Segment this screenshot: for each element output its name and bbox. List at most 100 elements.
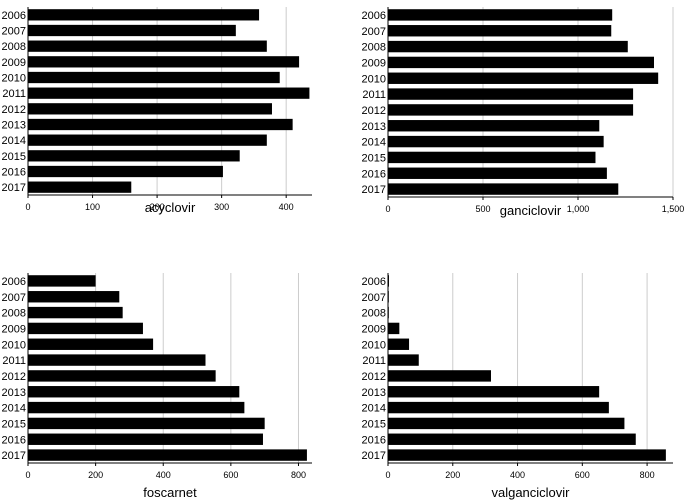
category-label-2017: 2017	[362, 450, 386, 462]
tick-label-2: 400	[510, 470, 525, 480]
bar-2014	[28, 401, 245, 414]
x-axis-title: ganciclovir	[500, 203, 562, 218]
category-label-2017: 2017	[362, 184, 386, 196]
bar-2015	[388, 151, 596, 164]
tick-label-4: 800	[291, 470, 306, 480]
category-label-2011: 2011	[2, 355, 26, 367]
bar-2007	[388, 25, 612, 37]
bar-2008	[388, 40, 628, 53]
bar-2016	[388, 167, 607, 179]
tick-label-4: 800	[640, 470, 655, 480]
chart-panel-foscarnet: 2006 2007 2008 2009 2010 2011 2012 2013 2014 2015…	[2, 273, 312, 500]
category-label-2016: 2016	[362, 434, 386, 446]
category-label-2010: 2010	[362, 339, 386, 351]
category-label-2008: 2008	[362, 308, 386, 320]
x-axis-title: foscarnet	[143, 485, 197, 500]
bar-2013	[28, 118, 293, 131]
category-label-2007: 2007	[2, 292, 26, 304]
bar-2017	[388, 449, 666, 461]
category-label-2008: 2008	[2, 41, 26, 53]
bar-2011	[388, 88, 634, 100]
category-label-2015: 2015	[362, 418, 386, 430]
category-label-2006: 2006	[2, 10, 26, 22]
category-label-2008: 2008	[2, 308, 26, 320]
bar-2008	[28, 40, 267, 52]
category-label-2010: 2010	[2, 339, 26, 351]
category-label-2016: 2016	[362, 168, 386, 180]
bar-2012	[28, 370, 216, 382]
category-label-2013: 2013	[2, 120, 26, 132]
bar-2014	[388, 401, 609, 414]
bar-2009	[28, 322, 143, 335]
bar-2014	[388, 135, 604, 148]
tick-label-1: 200	[445, 470, 460, 480]
tick-label-3: 300	[214, 202, 229, 212]
category-label-2012: 2012	[362, 105, 386, 117]
category-label-2011: 2011	[362, 355, 386, 367]
category-label-2015: 2015	[362, 152, 386, 164]
bar-2015	[28, 150, 240, 162]
chart-panel-valganciclovir: 2006 2007 2008 2009 2010 2011 2012 2013 2014 2015…	[362, 273, 673, 500]
bar-2010	[28, 338, 154, 350]
bar-2016	[28, 165, 223, 178]
bar-2007	[28, 24, 236, 37]
bar-2008	[28, 306, 123, 319]
tick-label-4: 400	[279, 202, 294, 212]
bar-2009	[388, 56, 654, 69]
category-label-2006: 2006	[362, 10, 386, 22]
tick-label-1: 200	[88, 470, 103, 480]
category-label-2010: 2010	[362, 73, 386, 85]
category-label-2015: 2015	[2, 418, 26, 430]
bar-2016	[388, 433, 636, 445]
category-label-2016: 2016	[2, 167, 26, 179]
bar-2009	[28, 56, 300, 68]
category-label-2017: 2017	[2, 182, 26, 194]
tick-label-3: 1,500	[662, 204, 685, 214]
bar-2013	[388, 386, 600, 398]
bar-2012	[388, 370, 491, 382]
category-label-2013: 2013	[362, 121, 386, 133]
category-label-2016: 2016	[2, 434, 26, 446]
bar-2014	[28, 134, 267, 146]
bar-2011	[28, 354, 206, 366]
x-axis-title: acyclovir	[145, 200, 196, 215]
x-axis-title: valganciclovir	[491, 485, 570, 500]
tick-label-0: 0	[385, 470, 390, 480]
bar-2017	[28, 181, 132, 193]
tick-label-1: 100	[85, 202, 100, 212]
category-label-2009: 2009	[2, 323, 26, 335]
tick-label-3: 600	[575, 470, 590, 480]
chart-panel-acyclovir: 2006 2007 2008 2009 2010 2011 2012 2013 2014 2015…	[2, 7, 312, 215]
bar-2011	[28, 87, 310, 99]
tick-label-2: 400	[156, 470, 171, 480]
bar-2010	[28, 71, 280, 84]
category-label-2010: 2010	[2, 73, 26, 85]
tick-label-0: 0	[25, 202, 30, 212]
category-label-2014: 2014	[362, 137, 386, 149]
bar-2011	[388, 354, 419, 366]
category-label-2011: 2011	[362, 89, 386, 101]
category-label-2012: 2012	[362, 371, 386, 383]
category-label-2009: 2009	[362, 323, 386, 335]
category-label-2017: 2017	[2, 450, 26, 462]
bar-2012	[388, 104, 634, 116]
tick-label-0: 0	[25, 470, 30, 480]
chart-panel-ganciclovir: 2006 2007 2008 2009 2010 2011 2012 2013 2014 2015…	[362, 7, 685, 218]
category-label-2006: 2006	[362, 276, 386, 288]
category-label-2006: 2006	[2, 276, 26, 288]
category-label-2011: 2011	[2, 88, 26, 100]
bar-2007	[28, 291, 120, 303]
tick-label-3: 600	[223, 470, 238, 480]
bar-2006	[28, 9, 260, 21]
category-label-2009: 2009	[2, 57, 26, 69]
category-label-2009: 2009	[362, 57, 386, 69]
category-label-2008: 2008	[362, 42, 386, 54]
category-label-2014: 2014	[2, 403, 26, 415]
category-label-2012: 2012	[2, 104, 26, 116]
category-label-2013: 2013	[2, 387, 26, 399]
category-label-2012: 2012	[2, 371, 26, 383]
tick-label-2: 1,000	[567, 204, 590, 214]
category-label-2013: 2013	[362, 387, 386, 399]
category-label-2007: 2007	[362, 26, 386, 38]
